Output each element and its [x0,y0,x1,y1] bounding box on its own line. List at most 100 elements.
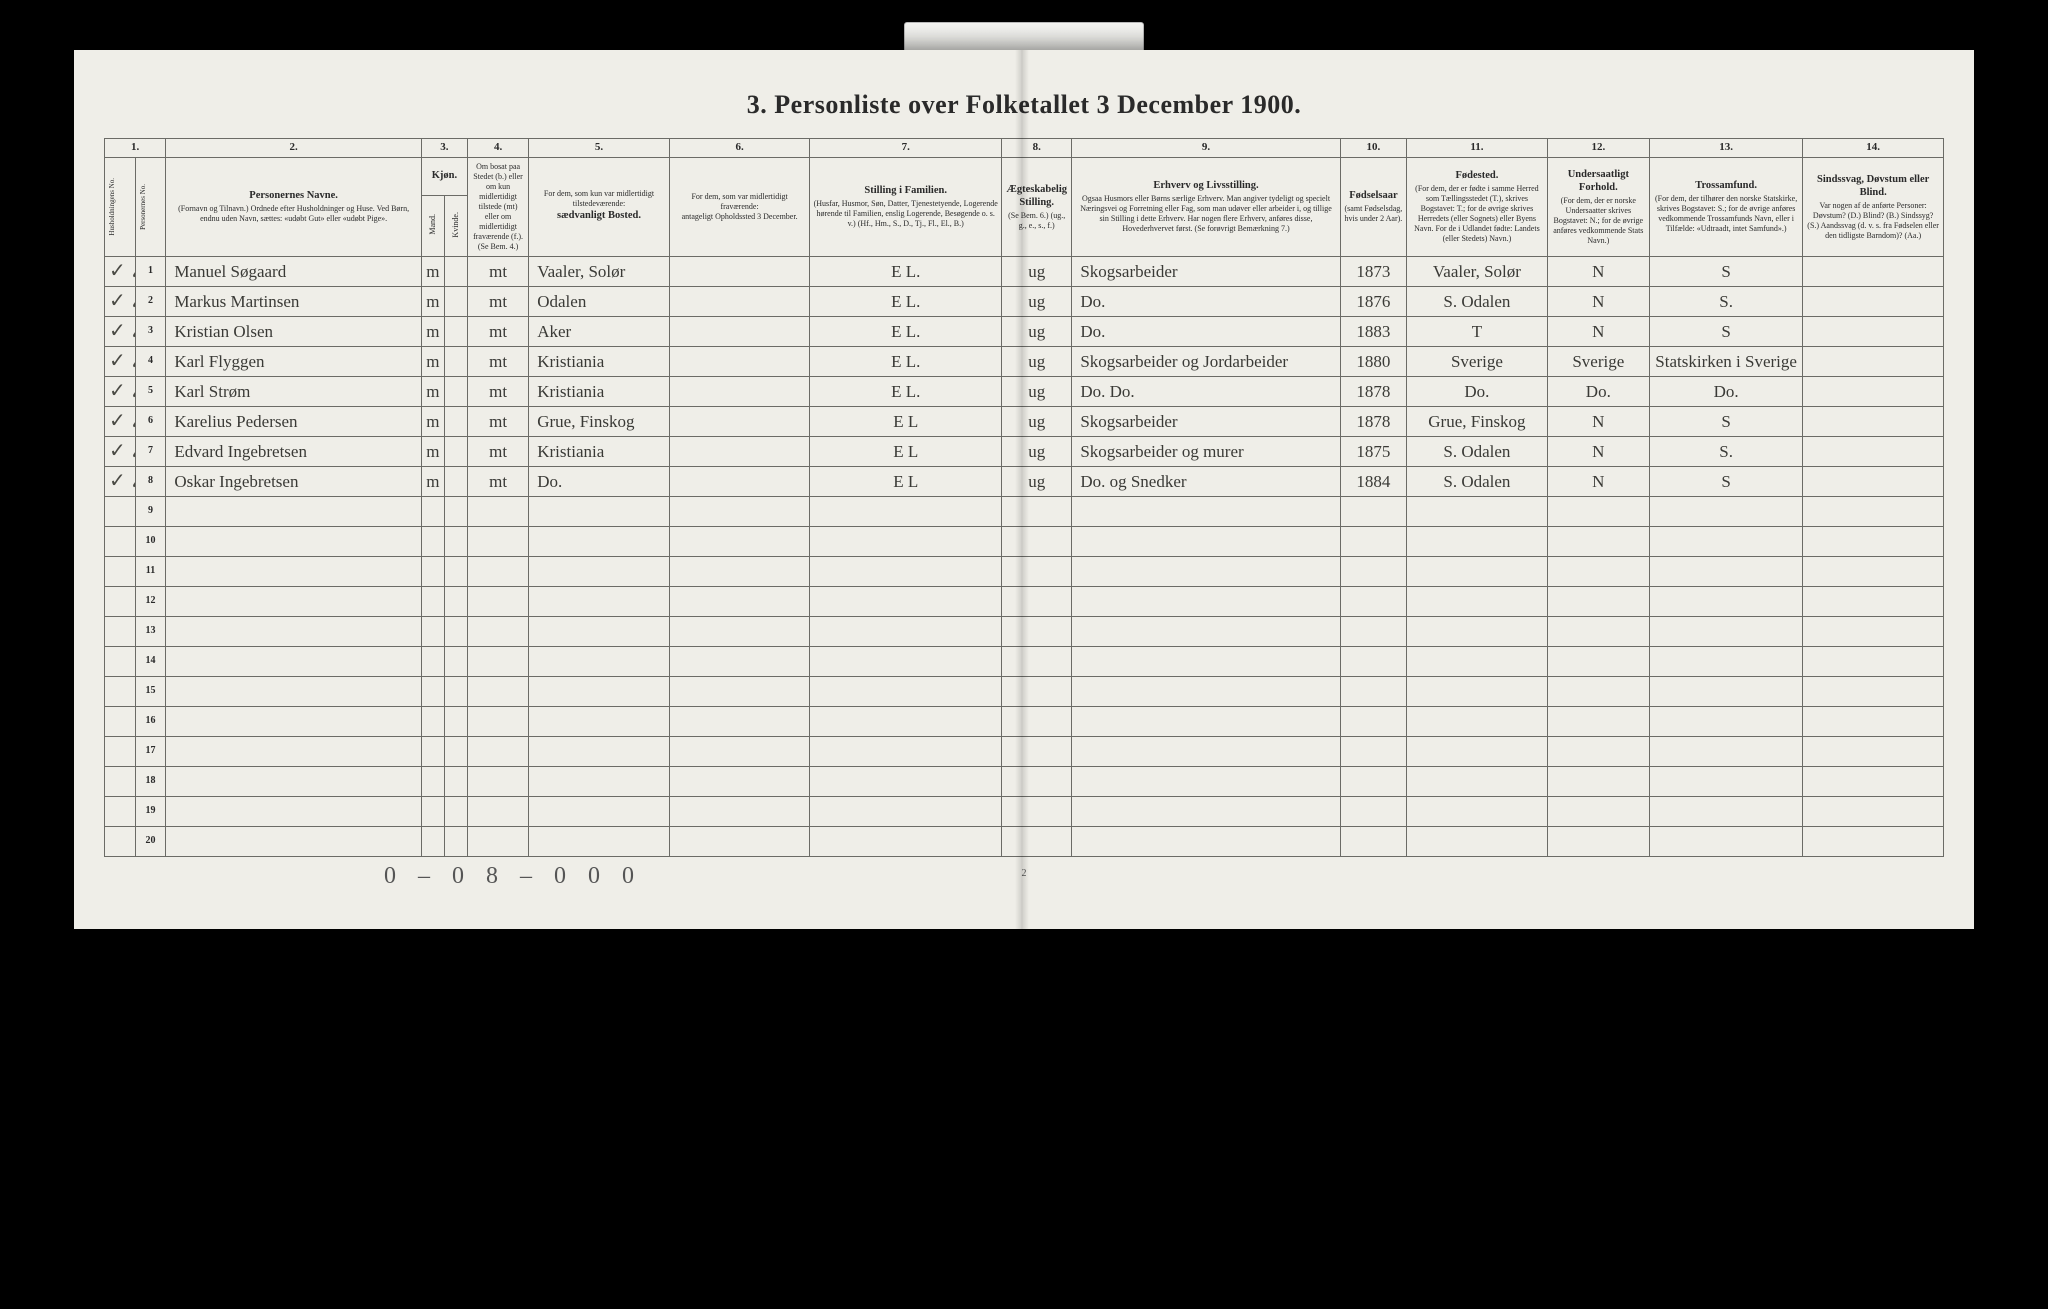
cell-name: Manuel Søgaard [166,256,422,286]
cell-birthyear [1340,676,1406,706]
hdr-birthplace: Fødested. (For dem, der er fødte i samme… [1407,157,1548,256]
cell-sex-k [444,826,467,856]
cell-rownum: 7 [135,436,166,466]
colnum: 2. [166,139,422,158]
colnum: 11. [1407,139,1548,158]
hdr-person-no: Personernes No. [135,157,166,256]
cell-absent [669,796,810,826]
cell-name [166,646,422,676]
cell-name [166,586,422,616]
colnum: 5. [529,139,670,158]
cell-sex-k [444,286,467,316]
cell-occupation [1072,556,1340,586]
cell-infirmity [1803,436,1944,466]
cell-occupation [1072,736,1340,766]
cell-name: Karl Flyggen [166,346,422,376]
cell-religion: S [1649,466,1802,496]
cell-birthyear: 1873 [1340,256,1406,286]
cell-birthyear [1340,556,1406,586]
cell-rownum: 2 [135,286,166,316]
cell-religion [1649,526,1802,556]
cell-family-pos: E L. [810,286,1002,316]
cell-marital [1002,526,1072,556]
cell-birthplace [1407,526,1548,556]
colnum: 1. [105,139,166,158]
cell-family-pos [810,676,1002,706]
cell-occupation [1072,676,1340,706]
page-number: 2 [104,868,1944,879]
cell-marital [1002,556,1072,586]
cell-religion [1649,616,1802,646]
cell-birthyear [1340,586,1406,616]
table-row: 11 [105,556,1944,586]
table-row: ✓ ✗6Karelius PedersenmmtGrue, FinskogE L… [105,406,1944,436]
cell-infirmity [1803,496,1944,526]
cell-marital: ug [1002,286,1072,316]
cell-occupation [1072,796,1340,826]
cell-usual-home: Do. [529,466,670,496]
cell-residence [467,646,528,676]
cell-occupation: Skogsarbeider og Jordarbeider [1072,346,1340,376]
cell-birthplace: Vaaler, Solør [1407,256,1548,286]
table-row: ✓ ✗5Karl StrømmmtKristianiaE L.ugDo. Do.… [105,376,1944,406]
census-sheet: 3. Personliste over Folketallet 3 Decemb… [74,50,1974,929]
colnum: 10. [1340,139,1406,158]
cell-usual-home [529,616,670,646]
cell-nationality [1547,526,1649,556]
cell-religion [1649,736,1802,766]
cell-birthyear: 1878 [1340,376,1406,406]
cell-nationality [1547,706,1649,736]
cell-birthplace: S. Odalen [1407,436,1548,466]
cell-religion [1649,706,1802,736]
cell-absent [669,616,810,646]
cell-sex-m: m [421,316,444,346]
cell-rownum: 4 [135,346,166,376]
table-row: ✓ ✗2Markus MartinsenmmtOdalenE L.ugDo.18… [105,286,1944,316]
cell-occupation: Do. [1072,286,1340,316]
cell-residence [467,496,528,526]
cell-sex-m: m [421,346,444,376]
cell-family-pos: E L. [810,316,1002,346]
cell-mark [105,616,136,646]
hdr-occupation: Erhverv og Livsstilling. Ogsaa Husmors e… [1072,157,1340,256]
cell-sex-m [421,706,444,736]
hdr-sex: Kjøn. [421,157,467,196]
hdr-sex-k: Kvinde. [444,196,467,256]
cell-mark: ✓ ✗ [105,286,136,316]
cell-religion: Statskirken i Sverige [1649,346,1802,376]
table-row: 16 [105,706,1944,736]
cell-religion [1649,796,1802,826]
cell-mark: ✓ ✗ [105,316,136,346]
table-row: 20 [105,826,1944,856]
cell-birthplace: Grue, Finskog [1407,406,1548,436]
cell-sex-k [444,796,467,826]
cell-occupation [1072,706,1340,736]
cell-name: Karelius Pedersen [166,406,422,436]
cell-birthplace [1407,586,1548,616]
cell-infirmity [1803,826,1944,856]
table-row: 17 [105,736,1944,766]
cell-infirmity [1803,406,1944,436]
cell-birthplace: Sverige [1407,346,1548,376]
hdr-birthyear: Fødselsaar (samt Fødselsdag, hvis under … [1340,157,1406,256]
cell-mark: ✓ ✗ [105,406,136,436]
cell-name [166,526,422,556]
cell-occupation: Skogsarbeider og murer [1072,436,1340,466]
cell-religion [1649,496,1802,526]
cell-rownum: 9 [135,496,166,526]
cell-absent [669,736,810,766]
cell-family-pos [810,556,1002,586]
cell-marital [1002,736,1072,766]
cell-name: Oskar Ingebretsen [166,466,422,496]
cell-sex-k [444,256,467,286]
cell-nationality: Sverige [1547,346,1649,376]
cell-sex-m [421,556,444,586]
cell-absent [669,316,810,346]
cell-religion [1649,646,1802,676]
cell-nationality [1547,796,1649,826]
cell-absent [669,556,810,586]
cell-sex-k [444,706,467,736]
cell-birthplace [1407,676,1548,706]
cell-nationality [1547,496,1649,526]
cell-infirmity [1803,586,1944,616]
